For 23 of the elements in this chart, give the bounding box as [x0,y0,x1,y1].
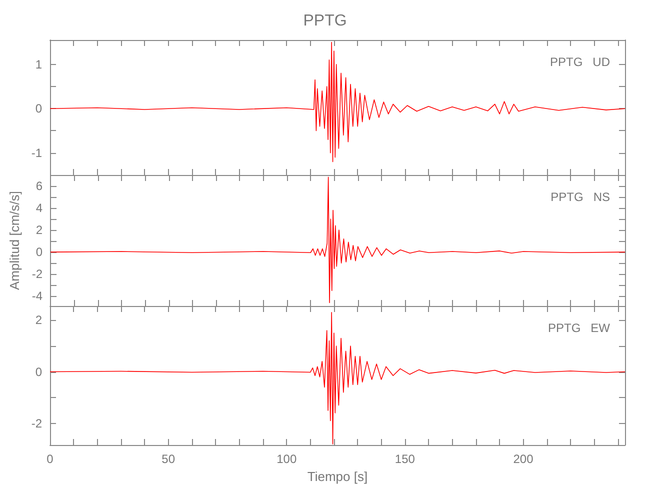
y-tick-label: -2 [32,267,43,282]
x-axis-title: Tiempo [s] [307,468,368,484]
chart-title: PPTG [303,12,347,30]
y-tick-label: -4 [32,289,43,304]
x-tick-label: 50 [162,452,176,466]
y-tick-label: 2 [35,313,42,328]
y-tick-label: -2 [31,416,42,430]
y-tick-label: 4 [36,201,43,216]
x-tick-label: 150 [394,452,416,466]
y-tick-label: 0 [35,102,42,116]
annotation: PPTG UD [550,55,610,69]
annotation: PPTG EW [548,321,611,335]
y-tick-label: 2 [36,223,43,238]
y-tick-label: 0 [36,245,43,260]
x-tick-label: 0 [46,452,54,466]
y-tick-label: 6 [36,179,43,194]
annotation: PPTG NS [550,190,610,204]
x-tick-label: 200 [513,452,534,466]
y-axis-title: Amplitud [cm/s/s] [7,191,22,290]
y-tick-label: 1 [35,57,42,72]
y-tick-label: -1 [31,146,42,160]
y-tick-label: 0 [35,364,42,379]
x-tick-label: 100 [276,452,297,466]
